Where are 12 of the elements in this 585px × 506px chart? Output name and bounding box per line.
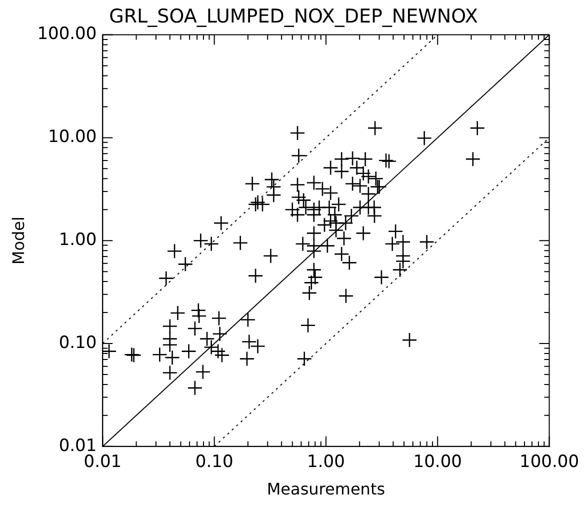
x-tick-label: 0.10 <box>195 452 234 472</box>
x-tick-label: 1.00 <box>307 452 345 472</box>
y-tick-label: 100.00 <box>37 24 97 44</box>
chart-title: GRL_SOA_LUMPED_NOX_DEP_NEWNOX <box>109 5 478 28</box>
y-tick-label: 10.00 <box>48 127 97 148</box>
x-tick-label: 100.00 <box>520 452 579 472</box>
x-tick-label: 0.01 <box>84 452 122 472</box>
x-axis-title: Measurements <box>266 480 386 499</box>
y-tick-label: 1.00 <box>58 230 97 250</box>
y-tick-label: 0.10 <box>58 332 97 353</box>
y-axis-title: Model <box>8 216 28 265</box>
x-tick-label: 10.00 <box>413 452 462 472</box>
